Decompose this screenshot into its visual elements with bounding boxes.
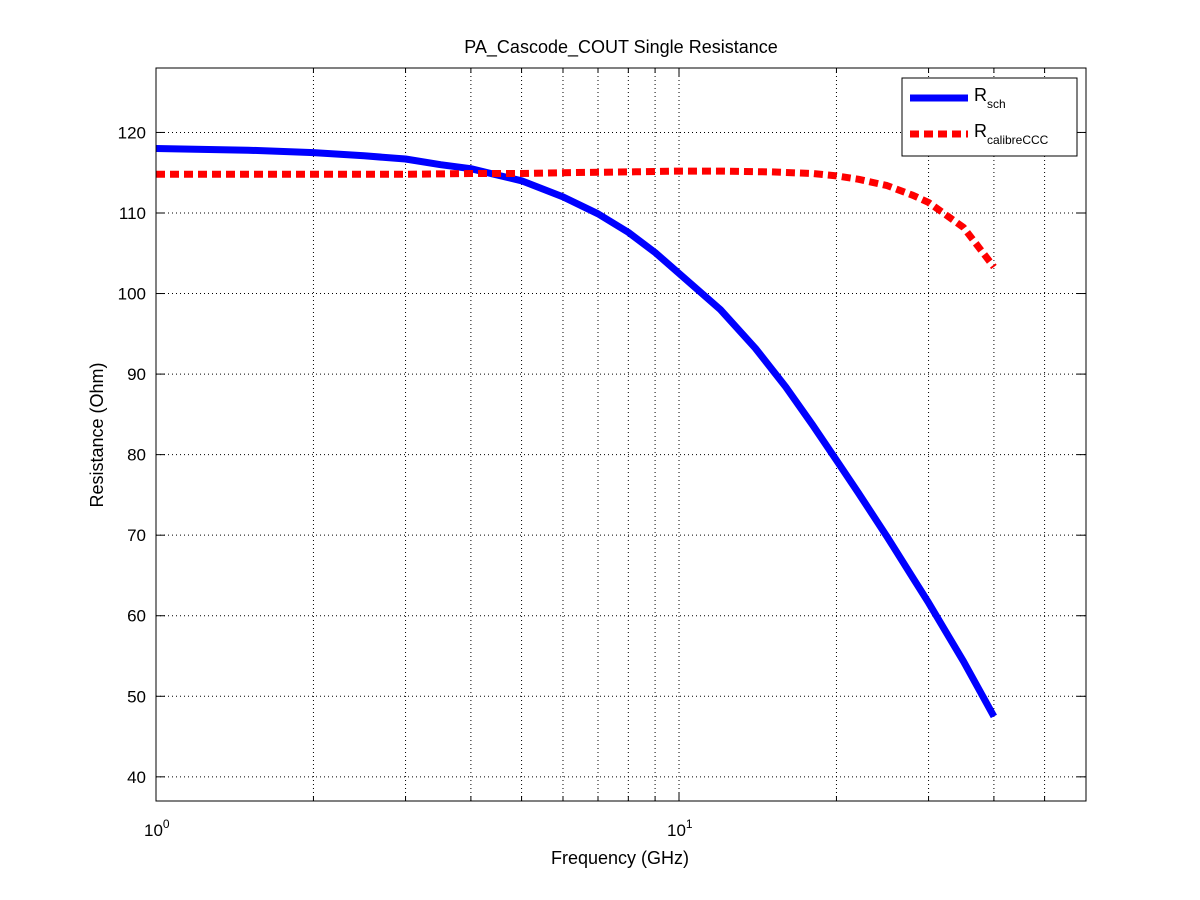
legend-label-rsch: Rsch [974,85,1006,111]
x-tick-label-base: 10 [144,821,163,840]
x-tick-label-base: 10 [667,821,686,840]
series-line-calibreccc [156,167,997,270]
legend: Rsch RcalibreCCC [901,77,1078,157]
x-tick-label: 100 [144,817,170,840]
legend-label-rcalibreccc: RcalibreCCC [974,121,1049,147]
grid-lines [156,68,1086,801]
plot-area-frame [155,67,1087,802]
series-lines [155,145,997,719]
x-tick-label-exponent: 1 [686,817,693,831]
y-tick-label: 100 [118,285,146,304]
legend-label-rsch-sub: sch [987,97,1006,111]
y-tick-label: 40 [127,768,146,787]
legend-label-rcalibreccc-sub: calibreCCC [987,133,1049,147]
legend-label-rcalibreccc-main: R [974,121,987,141]
legend-label-rsch-main: R [974,85,987,105]
legend-box [901,77,1078,157]
y-tick-label: 50 [127,687,146,706]
chart-title: PA_Cascode_COUT Single Resistance [464,37,778,58]
y-tick-label: 60 [127,607,146,626]
y-axis-label: Resistance (Ohm) [87,362,107,507]
x-axis-label: Frequency (GHz) [551,848,689,868]
series-line-sch [155,145,997,719]
y-tick-label: 80 [127,446,146,465]
y-tick-label: 110 [119,204,146,223]
x-tick-label: 101 [667,817,693,840]
y-tick-label: 90 [127,365,146,384]
x-tick-label-exponent: 0 [163,817,170,831]
y-tick-label: 70 [127,526,146,545]
y-tick-label: 120 [118,123,146,142]
